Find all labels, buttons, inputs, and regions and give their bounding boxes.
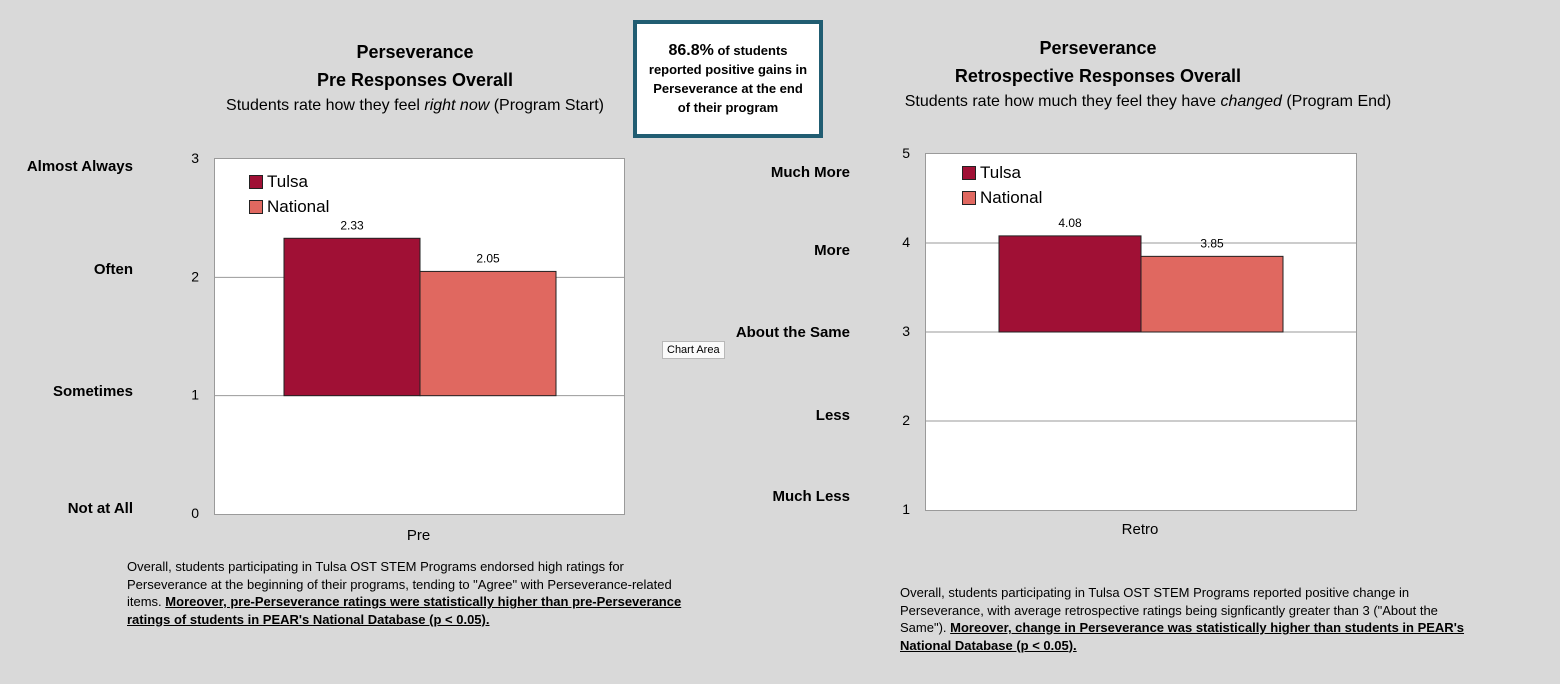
pre-subtitle-part-1: Students rate how they feel [226, 97, 425, 114]
retro-subtitle-part-1: Students rate how much they feel they ha… [904, 93, 1221, 110]
retro-legend-item-tulsa: Tulsa [962, 160, 1042, 185]
pre-caption-emphasis: Moreover, pre-Perseverance ratings were … [127, 594, 682, 627]
pre-y-tick-label: 2 [191, 268, 199, 284]
pre-chart-plot-area[interactable]: 2.33 2.05 Tulsa National [214, 158, 625, 515]
pre-chart-title-line2: Pre Responses Overall [316, 70, 514, 90]
retro-y-tick-label: 3 [902, 323, 910, 339]
tulsa-swatch [962, 165, 976, 180]
retro-legend-label-national: National [980, 187, 1043, 207]
retro-subtitle-part-2: changed [1220, 93, 1282, 110]
gains-callout-box: 86.8% of students reported positive gain… [633, 20, 823, 138]
pre-subtitle-part-2: right now [424, 97, 490, 114]
retro-scale-label: About the Same [735, 323, 850, 341]
tulsa-swatch [249, 174, 263, 189]
pre-y-tick-label: 0 [191, 505, 199, 521]
retro-y-tick-label: 1 [902, 501, 910, 517]
pre-legend-item-tulsa: Tulsa [249, 169, 329, 194]
pre-chart-subtitle: Students rate how they feel right now (P… [210, 94, 620, 118]
pre-data-label-national: 2.05 [476, 251, 500, 265]
pre-data-label-tulsa: 2.33 [340, 218, 364, 232]
retro-chart-caption: Overall, students participating in Tulsa… [900, 584, 1470, 654]
retro-data-label-tulsa: 4.08 [1058, 216, 1082, 230]
pre-chart-legend: Tulsa National [249, 169, 329, 219]
pre-category-label: Pre [407, 527, 430, 544]
pre-scale-label: Almost Always [26, 158, 133, 176]
retro-y-tick-label: 5 [902, 145, 910, 161]
pre-subtitle-part-3: (Program Start) [489, 97, 604, 114]
national-swatch [249, 199, 263, 214]
pre-chart-svg: 2.33 2.05 [215, 218, 624, 397]
retro-y-tick-label: 4 [902, 234, 910, 250]
pre-scale-label: Not at All [67, 500, 133, 518]
retro-chart-plot-area[interactable]: 4.08 3.85 Tulsa National [925, 153, 1357, 511]
pre-legend-label-national: National [267, 196, 330, 216]
retro-caption-emphasis: Moreover, change in Perseverance was sta… [900, 620, 1465, 653]
retro-caption-text: Overall, students participating in Tulsa… [900, 585, 1438, 635]
chart-area-tooltip: Chart Area [662, 341, 725, 359]
retro-scale-label: Much More [770, 163, 850, 181]
retro-chart-title: Perseverance [1039, 38, 1157, 58]
pre-scale-label: Often [93, 261, 133, 279]
pre-chart-title: Perseverance [356, 42, 474, 62]
pre-scale-label: Sometimes [52, 383, 133, 401]
retro-subtitle-part-3: (Program End) [1281, 93, 1392, 110]
pre-y-tick-label: 1 [191, 387, 199, 403]
retro-scale-label: Less [815, 406, 850, 424]
pre-bar-national[interactable] [419, 270, 557, 397]
pre-y-tick-label: 3 [191, 150, 199, 166]
retro-y-tick-label: 2 [902, 412, 910, 428]
retro-legend-item-national: National [962, 185, 1042, 210]
retro-legend-label-tulsa: Tulsa [980, 162, 1021, 182]
retro-chart-title-line2: Retrospective Responses Overall [954, 66, 1242, 86]
retro-bar-national[interactable] [1140, 255, 1284, 333]
retro-data-label-national: 3.85 [1200, 236, 1224, 250]
callout-highlight: 86.8% [668, 42, 714, 59]
pre-chart-caption: Overall, students participating in Tulsa… [127, 558, 687, 628]
national-swatch [962, 190, 976, 205]
retro-scale-label: Much Less [772, 488, 850, 506]
callout-text: of students reported positive gains in P… [648, 43, 808, 115]
pre-legend-item-national: National [249, 194, 329, 219]
pre-bar-tulsa[interactable] [283, 237, 421, 397]
retro-category-label: Retro [1122, 521, 1159, 538]
retro-chart-axis-layer: 1 2 3 4 5 Retro [902, 145, 1159, 538]
pre-caption-text: Overall, students participating in Tulsa… [127, 559, 672, 609]
retro-chart-svg: 4.08 3.85 [926, 216, 1356, 422]
pre-chart-axis-layer: 0 1 2 3 Pre [191, 150, 430, 544]
pre-legend-label-tulsa: Tulsa [267, 171, 308, 191]
pre-chart-title-block: Perseverance Pre Responses Overall Stude… [210, 38, 620, 118]
retro-chart-title-block: Perseverance Retrospective Responses Ove… [888, 34, 1408, 114]
retro-scale-label: More [814, 241, 850, 259]
retro-bar-tulsa[interactable] [998, 235, 1142, 333]
retro-chart-subtitle: Students rate how much they feel they ha… [888, 90, 1408, 114]
retro-chart-legend: Tulsa National [962, 160, 1042, 210]
